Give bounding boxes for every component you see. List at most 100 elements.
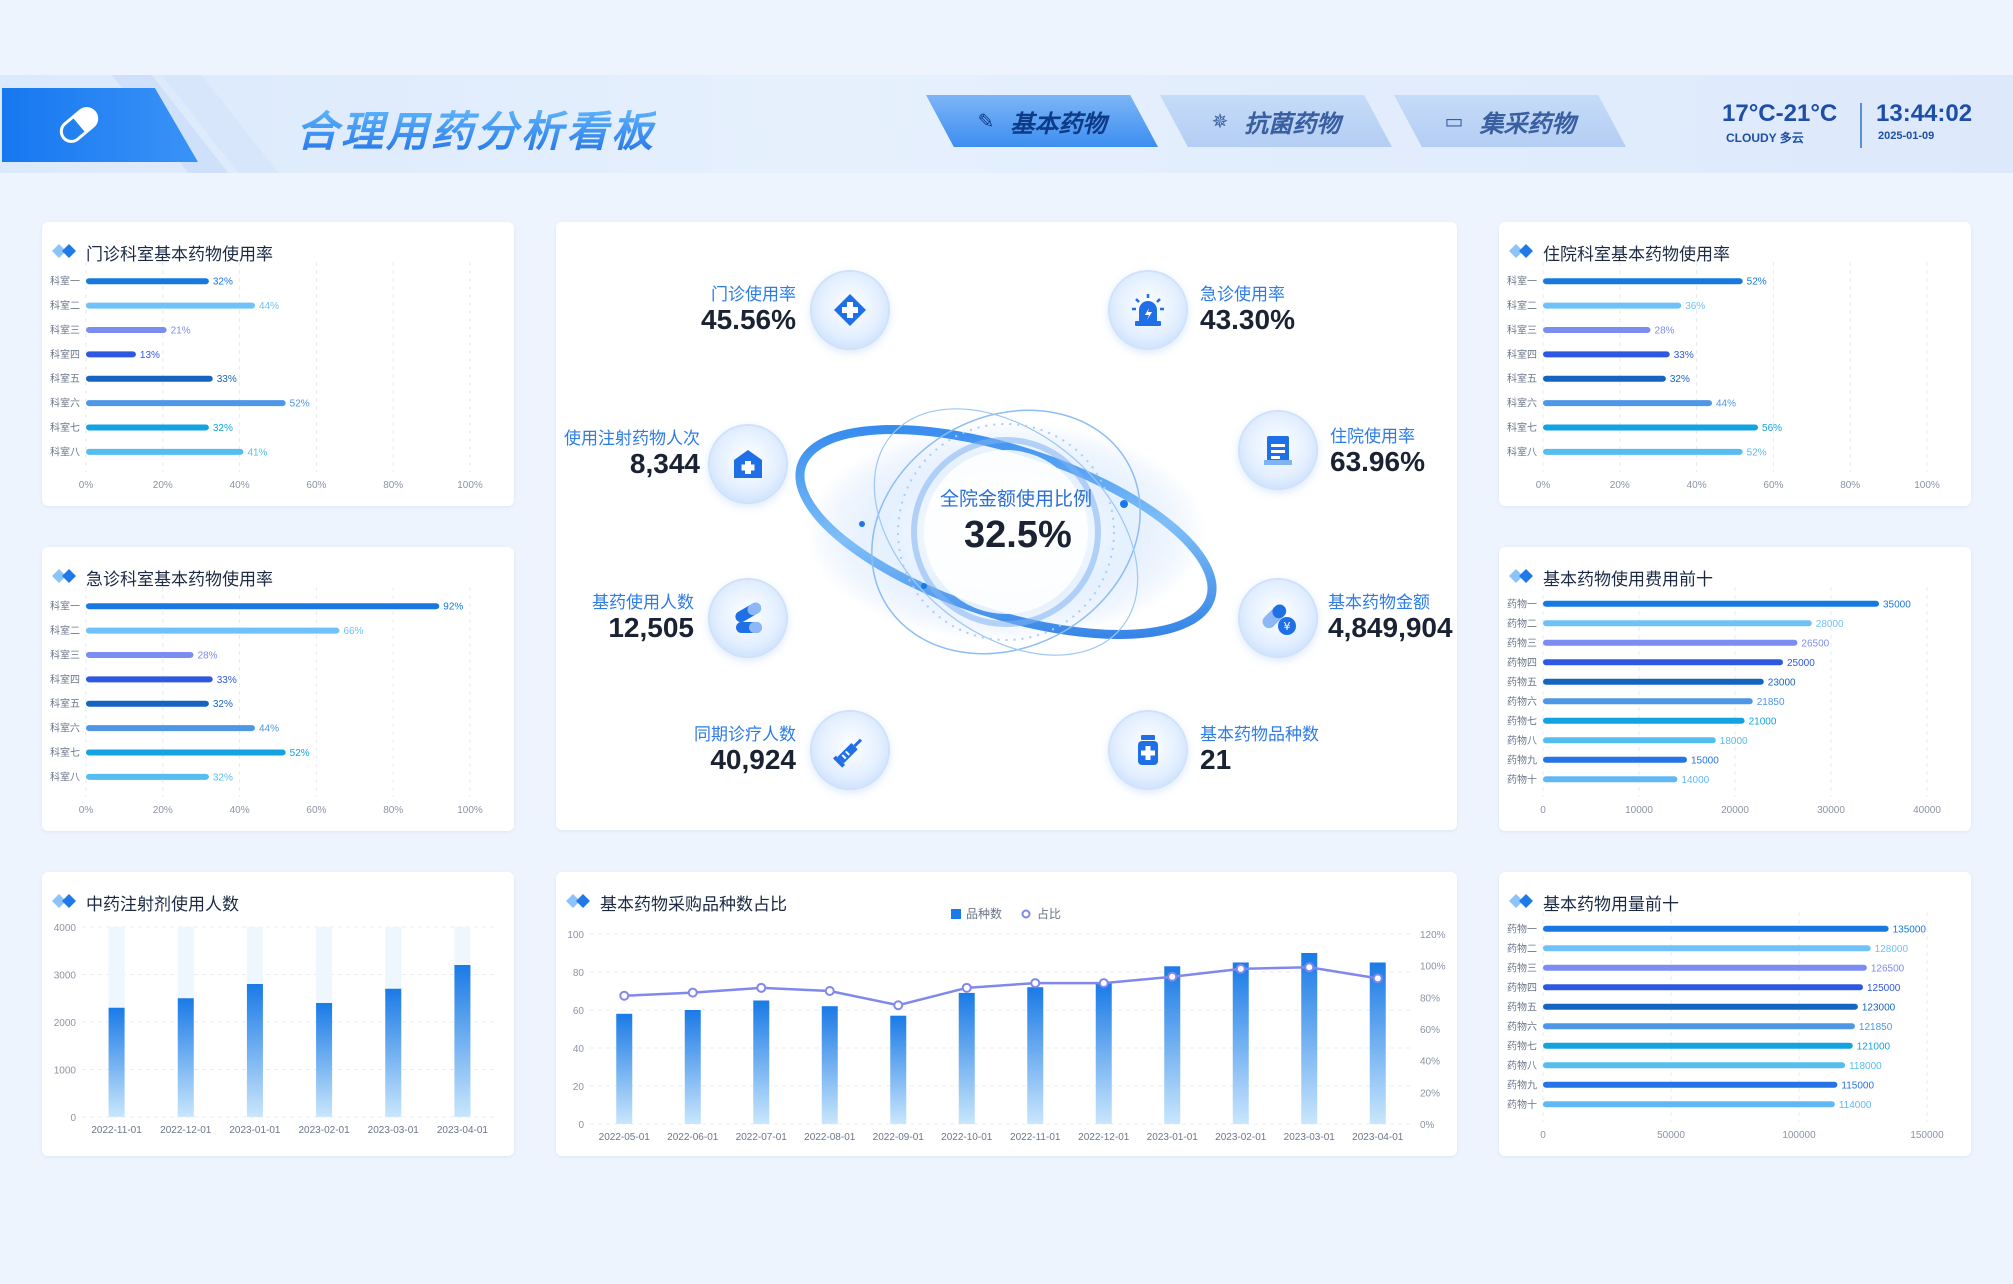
category-label: 2023-04-01 — [1352, 1132, 1404, 1143]
axis-tick-label: 40% — [1687, 480, 1707, 491]
category-label: 科室三 — [50, 323, 80, 336]
category-label: 2022-10-01 — [941, 1132, 993, 1143]
category-label: 药物十 — [1507, 1098, 1537, 1111]
data-label: 52% — [1747, 277, 1767, 288]
line-point — [687, 987, 698, 998]
category-label: 药物三 — [1507, 636, 1537, 649]
data-label: 25000 — [1787, 658, 1815, 669]
kpi-basic-amount-value: 4,849,904 — [1328, 612, 1453, 643]
diamond-mark-icon — [566, 894, 590, 908]
bar — [1543, 424, 1759, 431]
axis-tick-label: 80 — [573, 968, 585, 979]
axis-tick-label-right: 40% — [1420, 1057, 1440, 1068]
capsule-logo-icon — [59, 107, 99, 143]
bar — [86, 725, 255, 732]
data-label: 123000 — [1862, 1002, 1896, 1013]
diamond-mark-icon — [1509, 569, 1533, 583]
bar — [86, 676, 213, 683]
bar — [1027, 987, 1044, 1124]
diamond-mark-icon — [52, 894, 76, 908]
pill-yuan-icon: ¥ — [1240, 580, 1316, 656]
data-label: 44% — [259, 724, 279, 735]
bar — [86, 375, 213, 382]
category-label: 药物八 — [1507, 1059, 1537, 1072]
kpi-basic-amount-label: 基本药物金额 — [1328, 593, 1430, 612]
bar — [86, 448, 244, 455]
data-label: 128000 — [1875, 944, 1909, 955]
emergency-bar-chart: 0% 20% 40% 60% 80% 100% 科室一 92% 科室二 66% 科室三 28% 科室四 3… — [50, 587, 483, 816]
axis-tick-label: 60 — [573, 1006, 585, 1017]
bar — [86, 278, 209, 285]
panel-title: 基本药物采购品种数占比 — [600, 895, 787, 914]
bar — [1543, 600, 1879, 607]
data-label: 23000 — [1768, 677, 1796, 688]
tab-basic-drugs[interactable]: ✎ 基本药物 — [926, 95, 1158, 147]
line-point — [824, 986, 835, 996]
bar — [1232, 962, 1249, 1124]
panel-title: 住院科室基本药物使用率 — [1543, 245, 1730, 264]
axis-tick-label: 100000 — [1782, 1130, 1816, 1141]
axis-tick-label: 2000 — [54, 1018, 77, 1029]
axis-tick-label: 60% — [306, 805, 326, 816]
bar — [177, 998, 194, 1117]
axis-tick-label-right: 80% — [1420, 993, 1440, 1004]
tab-antibacterial-drugs[interactable]: ✵ 抗菌药物 — [1160, 95, 1392, 147]
axis-tick-label: 80% — [383, 805, 403, 816]
bar — [1543, 925, 1889, 932]
category-label: 科室二 — [1507, 299, 1537, 312]
bar — [1543, 717, 1745, 724]
axis-tick-label: 40% — [230, 805, 250, 816]
diamond-mark-icon — [52, 244, 76, 258]
data-label: 33% — [217, 675, 237, 686]
panel-tcm-injection: 中药注射剂使用人数 0 1000 2000 3000 4000 2022-11-01 202… — [42, 872, 514, 1156]
line-point — [961, 982, 972, 993]
bar — [1543, 448, 1743, 455]
axis-tick-label-right: 120% — [1420, 930, 1446, 941]
axis-tick-label: 0 — [1540, 1130, 1546, 1141]
bar — [316, 1003, 333, 1117]
category-label: 科室四 — [50, 348, 80, 361]
axis-tick-label: 4000 — [54, 923, 77, 934]
axis-tick-label: 20 — [573, 1082, 585, 1093]
bar — [246, 984, 263, 1117]
data-label: 32% — [213, 423, 233, 434]
panel-title: 门诊科室基本药物使用率 — [86, 245, 273, 264]
category-label: 药物十 — [1507, 773, 1537, 786]
axis-tick-label: 0% — [79, 480, 94, 491]
axis-tick-label: 20% — [153, 805, 173, 816]
kpi-visits-label: 同期诊疗人数 — [694, 725, 796, 744]
category-label: 药物四 — [1507, 981, 1537, 994]
data-label: 126500 — [1871, 963, 1905, 974]
panel-outpatient: 门诊科室基本药物使用率 0% 20% 40% 60% 80% 100% 科室一 32% 科室二 4… — [42, 222, 514, 506]
data-label: 125000 — [1867, 983, 1901, 994]
data-label: 56% — [1762, 423, 1782, 434]
data-label: 135000 — [1893, 924, 1927, 935]
axis-tick-label: 100% — [1914, 480, 1940, 491]
data-label: 21000 — [1749, 716, 1777, 727]
axis-tick-label: 10000 — [1625, 805, 1653, 816]
bar — [86, 651, 194, 658]
line-point — [1372, 973, 1383, 984]
category-label: 药物二 — [1507, 942, 1537, 955]
category-label: 科室五 — [50, 697, 80, 710]
clock-date: 2025-01-09 — [1878, 130, 1935, 142]
legend-swatch-bar — [951, 909, 961, 919]
data-label: 26500 — [1801, 638, 1829, 649]
bar — [1543, 1081, 1838, 1088]
virus-icon: ✵ — [1211, 110, 1229, 133]
bar — [1543, 1042, 1853, 1049]
legend-swatch-line — [1021, 909, 1031, 919]
data-label: 35000 — [1883, 599, 1911, 610]
line-point — [1098, 978, 1109, 989]
category-label: 药物八 — [1507, 734, 1537, 747]
category-label: 药物四 — [1507, 656, 1537, 669]
tab-label: 基本药物 — [1010, 110, 1107, 138]
data-label: 114000 — [1839, 1100, 1872, 1111]
tab-procurement-drugs[interactable]: ▭ 集采药物 — [1394, 95, 1626, 147]
data-label: 36% — [1685, 301, 1705, 312]
bar — [1543, 1023, 1855, 1030]
bar — [1543, 400, 1712, 407]
data-label: 32% — [213, 772, 233, 783]
axis-tick-label: 100% — [457, 480, 483, 491]
data-label: 33% — [1674, 350, 1694, 361]
